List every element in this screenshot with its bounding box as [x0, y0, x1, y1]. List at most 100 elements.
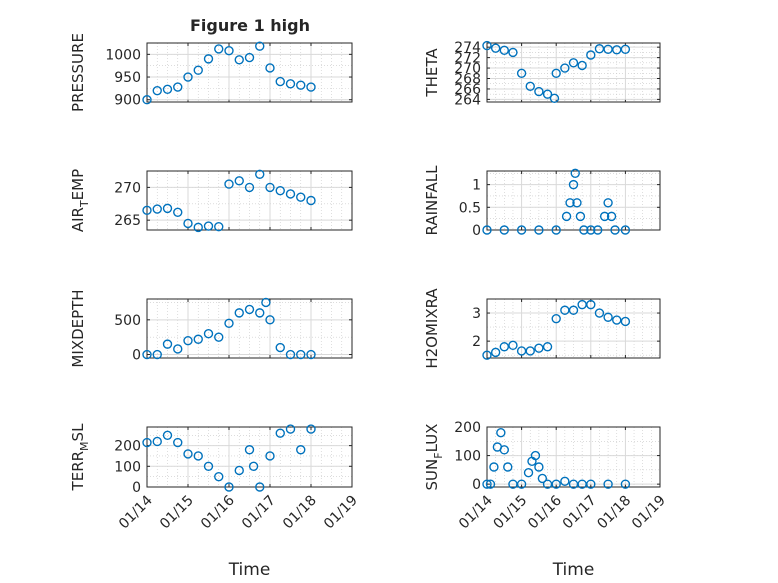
y-axis-label: H2OMIXRA	[423, 288, 441, 369]
data-point	[577, 60, 587, 71]
data-point	[275, 76, 285, 87]
data-point	[482, 40, 492, 51]
plot-frame	[486, 42, 661, 103]
data-point	[568, 58, 579, 68]
data-point	[162, 84, 173, 94]
data-point	[530, 450, 541, 461]
data-point	[516, 479, 527, 489]
data-point	[265, 315, 275, 325]
data-point	[620, 316, 631, 327]
data-point	[586, 225, 596, 235]
x-tick-label: 01/14	[456, 492, 496, 532]
data-point	[248, 461, 259, 472]
y-tick-label: 100	[114, 459, 141, 475]
data-point	[599, 211, 610, 222]
y-axis-label: SUNFLUX	[423, 424, 445, 491]
data-point	[152, 204, 162, 214]
data-point	[255, 169, 265, 179]
data-point	[285, 79, 296, 89]
y-tick-label: 0	[132, 480, 141, 496]
data-point	[265, 182, 275, 193]
data-point	[296, 349, 306, 360]
data-point	[542, 342, 553, 352]
data-point	[193, 334, 203, 344]
data-point	[275, 428, 285, 438]
data-point	[255, 308, 265, 318]
data-point	[162, 339, 173, 349]
data-point	[499, 445, 509, 455]
y-tick-label: 272	[454, 51, 481, 67]
data-point	[525, 81, 535, 92]
data-point	[499, 45, 509, 56]
y-tick-label: 270	[454, 61, 481, 77]
y-tick-label: 200	[114, 439, 141, 455]
data-point	[534, 462, 544, 472]
data-point	[214, 44, 224, 54]
data-point	[551, 68, 561, 78]
data-point	[561, 211, 572, 222]
y-tick-label: 0.5	[459, 200, 481, 216]
y-tick-label: 1	[472, 178, 481, 194]
x-tick-label: 01/15	[491, 493, 531, 533]
plot-frame	[486, 298, 661, 359]
subplot-8: 0 100 200 SUNFLUX 01/1401/1501/1601/1701/180…	[423, 420, 669, 580]
y-tick-label: 950	[114, 70, 141, 86]
data-point	[275, 185, 285, 196]
data-point	[152, 436, 162, 447]
plot-area	[146, 298, 353, 359]
data-point	[537, 473, 548, 484]
data-point	[579, 225, 589, 235]
data-point	[586, 479, 596, 489]
x-tick-label: 01/15	[157, 493, 197, 533]
plot-frame	[486, 170, 661, 231]
data-point	[214, 471, 224, 482]
subplot-4: 0 0.5 1 RAINFALL	[423, 165, 661, 239]
y-tick-label: 1000	[105, 47, 141, 63]
x-tick-label: 01/14	[116, 492, 156, 532]
data-point	[534, 86, 544, 97]
data-point	[244, 52, 255, 63]
subplot-5: 0 500 MIXDEPTH	[69, 289, 353, 368]
data-point	[568, 179, 579, 190]
x-tick-label: 01/16	[525, 492, 565, 532]
data-point	[234, 308, 244, 318]
data-point	[255, 41, 265, 51]
data-point	[224, 482, 234, 492]
data-point	[499, 225, 509, 235]
data-point	[183, 72, 193, 82]
data-point	[620, 479, 631, 489]
figure-title: Figure 1 high	[190, 16, 310, 35]
data-point	[255, 482, 265, 492]
data-point	[551, 225, 561, 235]
data-point	[234, 55, 244, 65]
y-tick-label: 3	[472, 306, 481, 322]
data-point	[499, 342, 509, 352]
data-point	[570, 168, 580, 178]
data-point	[142, 95, 152, 105]
data-point	[534, 225, 544, 235]
data-point	[203, 329, 214, 339]
data-point	[234, 465, 244, 476]
data-point	[142, 349, 152, 360]
subplot-3: 265 270 AIRTEMP	[69, 169, 353, 232]
data-point	[224, 46, 234, 56]
subplot-7: 0 100 200 TERRMSL 01/14 01/15 01/16 01/17 01/18 0…	[69, 423, 361, 580]
data-point	[173, 82, 183, 92]
data-point	[508, 340, 518, 351]
plot-frame	[146, 42, 353, 103]
plot-area	[486, 42, 661, 103]
y-tick-label: 268	[454, 72, 481, 88]
data-point	[551, 479, 561, 489]
data-point	[173, 207, 183, 218]
data-point	[594, 308, 605, 318]
data-point	[193, 451, 203, 461]
data-point	[296, 192, 306, 202]
subplot-6: 2 3 H2OMIXRA	[423, 288, 661, 369]
y-tick-label: 270	[114, 180, 141, 196]
data-point	[244, 445, 255, 455]
data-point	[224, 318, 234, 328]
data-point	[152, 349, 162, 360]
data-point	[152, 85, 162, 96]
data-point	[560, 63, 570, 73]
data-point	[142, 205, 152, 216]
